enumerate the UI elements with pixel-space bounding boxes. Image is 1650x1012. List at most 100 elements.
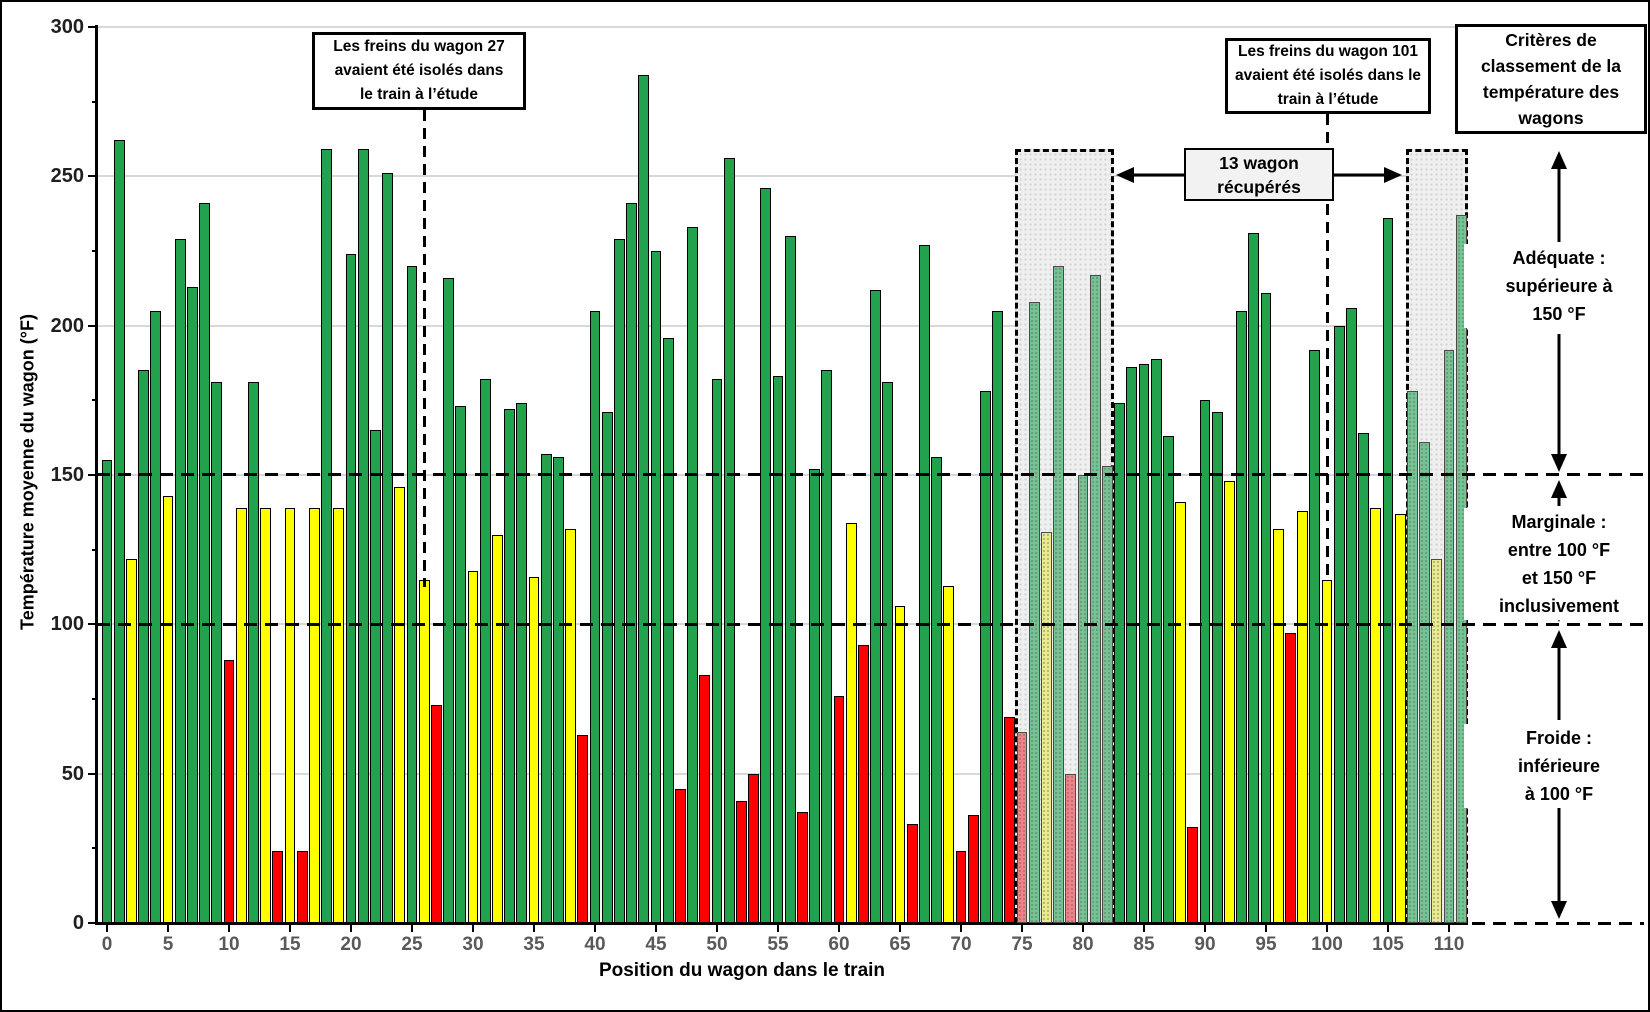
bar-wagon-21 bbox=[357, 149, 369, 923]
annotation-recovered-wagons: 13 wagon récupérés bbox=[1184, 148, 1334, 201]
bar-wagon-103 bbox=[1358, 433, 1369, 923]
x-tick-50 bbox=[716, 923, 718, 932]
x-tick-35 bbox=[533, 923, 535, 932]
x-tick-100 bbox=[1326, 923, 1328, 932]
bar-wagon-93 bbox=[1236, 310, 1247, 923]
bar-wagon-60 bbox=[833, 696, 845, 923]
bar-wagon-15 bbox=[284, 507, 296, 923]
bar-wagon-6 bbox=[174, 239, 186, 923]
bar-wagon-9 bbox=[211, 382, 223, 923]
bar-wagon-88 bbox=[1175, 501, 1186, 923]
bar-wagon-98 bbox=[1297, 510, 1308, 923]
bar-wagon-75 bbox=[1016, 731, 1028, 923]
bar-wagon-64 bbox=[882, 382, 894, 923]
y-tick-275 bbox=[92, 100, 97, 103]
bar-wagon-79 bbox=[1065, 773, 1077, 923]
bar-wagon-40 bbox=[589, 310, 601, 923]
x-tick-105 bbox=[1387, 923, 1389, 932]
x-tick-label-30: 30 bbox=[462, 934, 484, 955]
bar-wagon-54 bbox=[760, 188, 772, 923]
bar-wagon-70 bbox=[955, 851, 967, 923]
x-tick-55 bbox=[777, 923, 779, 932]
bar-wagon-87 bbox=[1163, 436, 1174, 923]
bar-wagon-99 bbox=[1309, 349, 1321, 923]
bar-wagon-73 bbox=[992, 310, 1003, 923]
bar-wagon-45 bbox=[650, 250, 662, 923]
annotation-line: récupérés bbox=[1217, 176, 1301, 197]
bar-wagon-12 bbox=[248, 382, 259, 923]
criteria-title-box: Critères de classement de la température… bbox=[1455, 24, 1647, 134]
bar-wagon-108 bbox=[1419, 442, 1430, 923]
bar-wagon-72 bbox=[980, 391, 991, 923]
criteria-title-line: Critères de bbox=[1505, 30, 1597, 50]
x-axis-line bbox=[95, 922, 1468, 925]
bar-wagon-0 bbox=[101, 460, 113, 923]
y-tick-175 bbox=[92, 399, 97, 402]
bar-wagon-66 bbox=[906, 824, 918, 923]
bar-wagon-10 bbox=[223, 660, 235, 923]
x-tick-label-60: 60 bbox=[828, 934, 850, 955]
bar-wagon-8 bbox=[199, 203, 210, 923]
bar-wagon-104 bbox=[1370, 507, 1382, 923]
x-tick-25 bbox=[411, 923, 413, 932]
criteria-line: supérieure à bbox=[1505, 276, 1613, 296]
x-tick-110 bbox=[1448, 923, 1450, 932]
bar-wagon-22 bbox=[370, 430, 381, 923]
y-tick-label-0: 0 bbox=[72, 912, 84, 934]
pointer-wagon-101 bbox=[1325, 114, 1329, 579]
x-tick-label-40: 40 bbox=[584, 934, 606, 955]
annotation-wagon-101: Les freins du wagon 101 avaient été isol… bbox=[1225, 38, 1431, 114]
bar-wagon-105 bbox=[1382, 218, 1394, 923]
x-tick-label-35: 35 bbox=[523, 934, 545, 955]
bar-wagon-69 bbox=[943, 585, 955, 923]
gridline-250 bbox=[97, 175, 1468, 178]
x-tick-label-90: 90 bbox=[1194, 934, 1216, 955]
x-tick-label-25: 25 bbox=[401, 934, 423, 955]
bar-wagon-65 bbox=[894, 606, 906, 923]
criteria-line: Froide : bbox=[1526, 728, 1592, 748]
bar-wagon-3 bbox=[138, 370, 149, 923]
bar-wagon-43 bbox=[626, 203, 637, 923]
y-tick-125 bbox=[92, 548, 97, 551]
bar-wagon-31 bbox=[479, 379, 491, 923]
criteria-marginal-label: Marginale : entre 100 °F et 150 °F inclu… bbox=[1464, 508, 1648, 620]
x-tick-label-70: 70 bbox=[950, 934, 972, 955]
arrowhead-down bbox=[1551, 454, 1567, 472]
x-tick-label-100: 100 bbox=[1311, 934, 1343, 955]
bar-wagon-50 bbox=[711, 379, 723, 923]
bar-wagon-84 bbox=[1126, 367, 1138, 923]
bar-wagon-1 bbox=[113, 140, 125, 923]
bar-wagon-52 bbox=[736, 800, 747, 923]
y-tick-250 bbox=[88, 175, 97, 178]
x-tick-label-85: 85 bbox=[1133, 934, 1155, 955]
arrowhead-up bbox=[1551, 480, 1567, 498]
bar-wagon-82 bbox=[1102, 466, 1113, 923]
criteria-cold-label: Froide : inférieure à 100 °F bbox=[1464, 724, 1648, 808]
bar-wagon-36 bbox=[540, 454, 552, 923]
bar-wagon-42 bbox=[614, 239, 625, 923]
bar-wagon-34 bbox=[516, 403, 528, 923]
bar-wagon-56 bbox=[784, 236, 796, 923]
bar-wagon-23 bbox=[382, 173, 393, 923]
x-tick-label-20: 20 bbox=[340, 934, 362, 955]
y-tick-0 bbox=[88, 922, 97, 924]
annotation-line: avaient été isolés dans bbox=[334, 62, 504, 79]
x-tick-label-55: 55 bbox=[767, 934, 789, 955]
x-tick-label-15: 15 bbox=[279, 934, 301, 955]
annotation-line: 13 wagon bbox=[1219, 152, 1299, 173]
bar-wagon-19 bbox=[333, 507, 345, 923]
x-tick-95 bbox=[1265, 923, 1267, 932]
bar-wagon-24 bbox=[394, 486, 406, 923]
gridline-300 bbox=[97, 25, 1468, 28]
x-tick-85 bbox=[1143, 923, 1145, 932]
bar-wagon-83 bbox=[1114, 403, 1125, 923]
x-tick-60 bbox=[838, 923, 840, 932]
x-tick-10 bbox=[228, 923, 230, 932]
bar-wagon-110 bbox=[1443, 349, 1455, 923]
bar-wagon-7 bbox=[187, 286, 198, 923]
y-tick-50 bbox=[88, 772, 97, 775]
criteria-title-line: wagons bbox=[1518, 108, 1584, 128]
bar-wagon-57 bbox=[797, 812, 808, 923]
bar-wagon-81 bbox=[1089, 274, 1101, 923]
